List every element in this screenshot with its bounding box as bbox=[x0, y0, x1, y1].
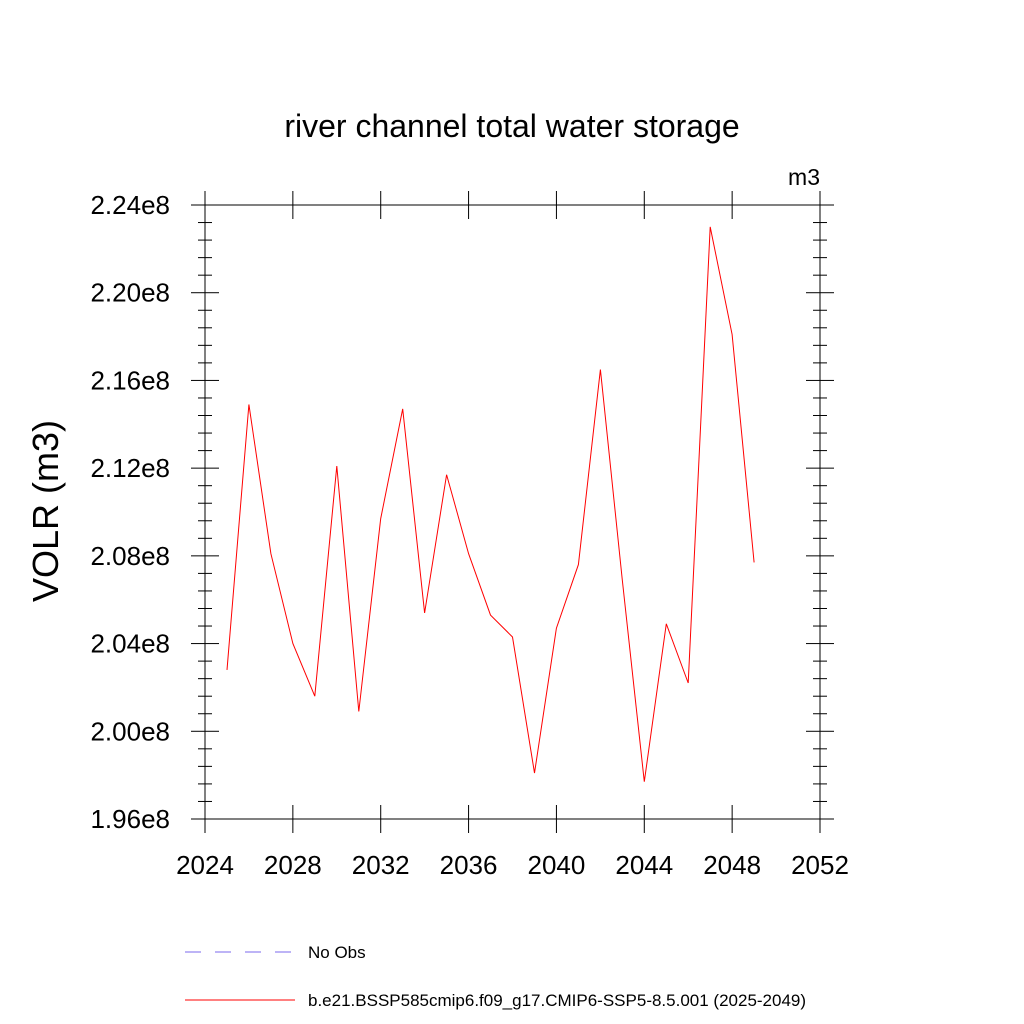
x-tick-label: 2040 bbox=[528, 850, 586, 880]
units-label: m3 bbox=[788, 164, 820, 190]
x-tick-label: 2036 bbox=[440, 850, 498, 880]
y-tick-label: 1.96e8 bbox=[90, 804, 170, 834]
x-tick-label: 2032 bbox=[352, 850, 410, 880]
x-tick-label: 2028 bbox=[264, 850, 322, 880]
x-tick-labels: 2024 2028 2032 2036 2040 2044 2048 2052 bbox=[176, 850, 849, 880]
x-tick-label: 2052 bbox=[791, 850, 849, 880]
legend-label-model-run: b.e21.BSSP585cmip6.f09_g17.CMIP6-SSP5-8.… bbox=[308, 991, 806, 1010]
plot-frame bbox=[204, 204, 821, 820]
y-tick-label: 2.24e8 bbox=[90, 190, 170, 220]
legend: No Obs b.e21.BSSP585cmip6.f09_g17.CMIP6-… bbox=[185, 943, 806, 1010]
y-tick-label: 2.04e8 bbox=[90, 629, 170, 659]
x-tick-label: 2044 bbox=[615, 850, 673, 880]
series-layer bbox=[226, 226, 755, 782]
chart-title: river channel total water storage bbox=[284, 108, 739, 144]
legend-label-no-obs: No Obs bbox=[308, 943, 366, 962]
axis-ticks bbox=[191, 191, 834, 833]
y-tick-label: 2.08e8 bbox=[90, 541, 170, 571]
x-tick-label: 2048 bbox=[703, 850, 761, 880]
y-tick-label: 2.16e8 bbox=[90, 365, 170, 395]
y-tick-label: 2.20e8 bbox=[90, 278, 170, 308]
x-tick-label: 2024 bbox=[176, 850, 234, 880]
y-tick-label: 2.00e8 bbox=[90, 716, 170, 746]
y-tick-labels: 1.96e8 2.00e8 2.04e8 2.08e8 2.12e8 2.16e8 2.20… bbox=[90, 190, 170, 834]
y-axis-label: VOLR (m3) bbox=[25, 420, 66, 602]
series-line bbox=[226, 226, 755, 782]
y-tick-label: 2.12e8 bbox=[90, 453, 170, 483]
